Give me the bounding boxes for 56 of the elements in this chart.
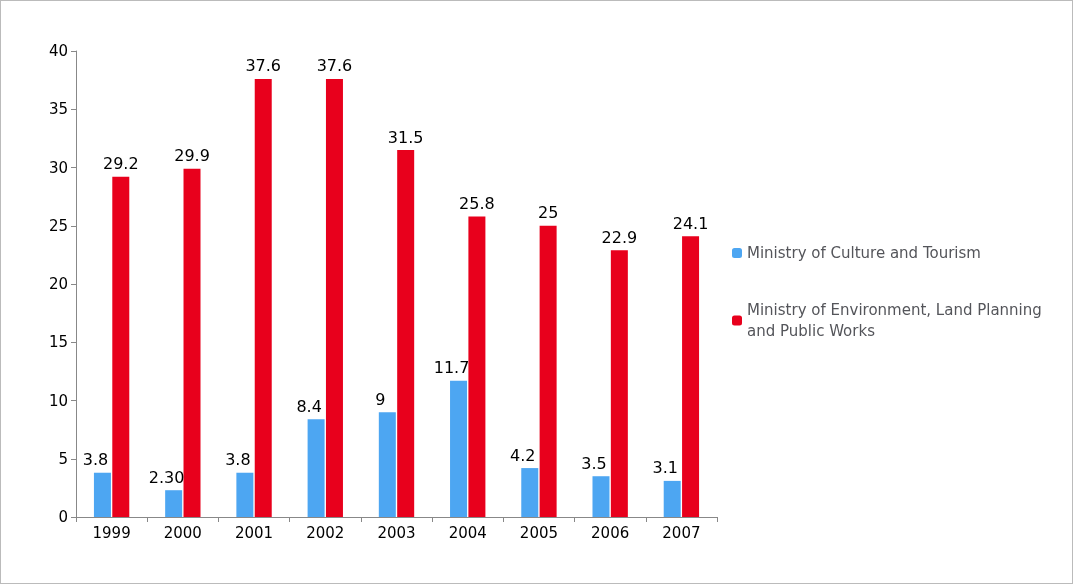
bar xyxy=(539,225,557,517)
legend-label: Ministry of Environment, Land Planning and Public Works xyxy=(747,301,1047,340)
bar xyxy=(112,176,130,517)
y-tick-label: 20 xyxy=(48,275,68,293)
y-tick-label: 40 xyxy=(48,42,68,60)
data-label: 3.5 xyxy=(581,453,607,473)
x-tick-label: 2003 xyxy=(377,523,416,542)
legend-label: Ministry of Culture and Tourism xyxy=(747,244,981,262)
x-tick-label: 2000 xyxy=(163,523,202,542)
bar xyxy=(468,216,486,517)
y-tick-label: 35 xyxy=(48,100,68,119)
bar xyxy=(183,168,201,517)
y-tick-label: 25 xyxy=(48,216,68,235)
data-label: 3.8 xyxy=(82,450,109,470)
data-label: 2.30 xyxy=(148,467,185,487)
data-label: 9 xyxy=(375,389,386,409)
data-label: 37.6 xyxy=(245,56,282,76)
x-tick-label: 2005 xyxy=(519,523,559,542)
bar xyxy=(165,490,183,517)
data-label: 11.7 xyxy=(433,358,470,378)
data-label: 31.5 xyxy=(387,127,424,147)
data-label: 4.2 xyxy=(510,445,536,465)
x-tick-label: 2002 xyxy=(306,523,345,542)
x-tick-label: 2006 xyxy=(591,523,630,542)
x-tick-label: 2004 xyxy=(448,523,487,542)
data-label: 3.1 xyxy=(652,458,678,478)
data-label: 25.8 xyxy=(459,193,495,213)
y-tick-label: 15 xyxy=(48,333,68,352)
bar xyxy=(450,380,468,517)
y-tick-label: 0 xyxy=(58,508,68,526)
data-label: 3.8 xyxy=(225,450,251,470)
y-tick-label: 10 xyxy=(48,391,68,410)
bar xyxy=(307,419,325,517)
bar xyxy=(378,412,396,517)
data-label: 37.6 xyxy=(316,56,353,76)
data-label: 24.1 xyxy=(672,213,709,233)
bar xyxy=(682,236,700,517)
data-label: 29.9 xyxy=(174,146,210,166)
x-tick-label: 2007 xyxy=(662,523,701,542)
bar xyxy=(93,472,111,517)
bar xyxy=(610,250,628,517)
bar xyxy=(325,78,343,517)
bar xyxy=(663,480,681,517)
data-label: 25 xyxy=(537,203,559,223)
data-label: 29.2 xyxy=(102,154,139,174)
y-tick-label: 30 xyxy=(48,158,68,177)
bar xyxy=(592,476,610,517)
y-tick-label: 5 xyxy=(58,449,68,468)
bar xyxy=(521,468,539,517)
bar xyxy=(236,472,254,517)
bar xyxy=(254,78,272,517)
x-tick-label: 2001 xyxy=(234,523,274,542)
data-label: 8.4 xyxy=(296,396,322,416)
bar xyxy=(397,150,415,517)
x-tick-label: 1999 xyxy=(92,523,131,542)
data-label: 22.9 xyxy=(601,227,638,247)
